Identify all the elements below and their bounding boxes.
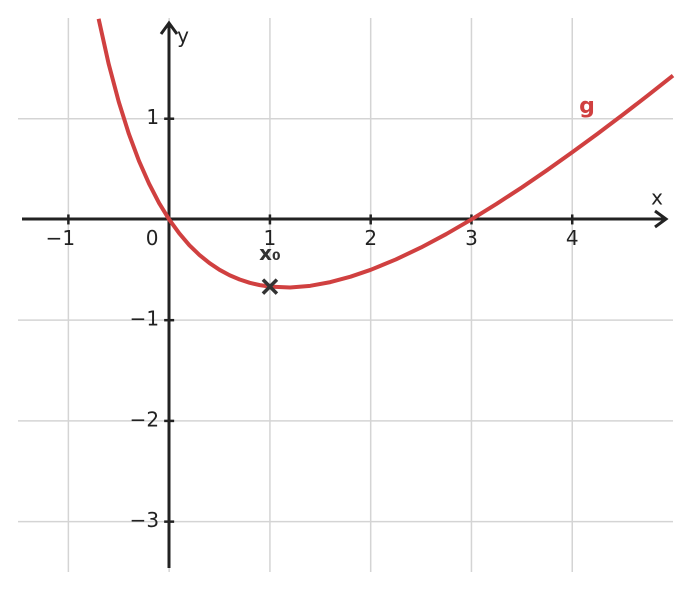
curve xyxy=(96,18,675,290)
y-axis-label: y xyxy=(177,24,189,48)
y-tick-label: −3 xyxy=(130,508,159,532)
x-tick-label: 1 xyxy=(264,226,277,250)
x-tick-label: 2 xyxy=(364,226,377,250)
y-tick-label: −1 xyxy=(130,307,159,331)
y-tick-label: 1 xyxy=(146,105,159,129)
x-tick-label: 0 xyxy=(146,226,159,250)
point-marker xyxy=(261,278,279,295)
x-tick-label: 3 xyxy=(465,226,478,250)
y-tick-label: −2 xyxy=(130,407,159,431)
point-label: x₀ xyxy=(259,241,281,265)
x-arrow xyxy=(654,209,669,229)
x-axis-label: x xyxy=(651,186,663,210)
x-tick-label: 4 xyxy=(566,226,579,250)
x-tick-label: −1 xyxy=(46,226,75,250)
y-arrow xyxy=(159,20,179,35)
curve-label: g xyxy=(579,94,595,119)
